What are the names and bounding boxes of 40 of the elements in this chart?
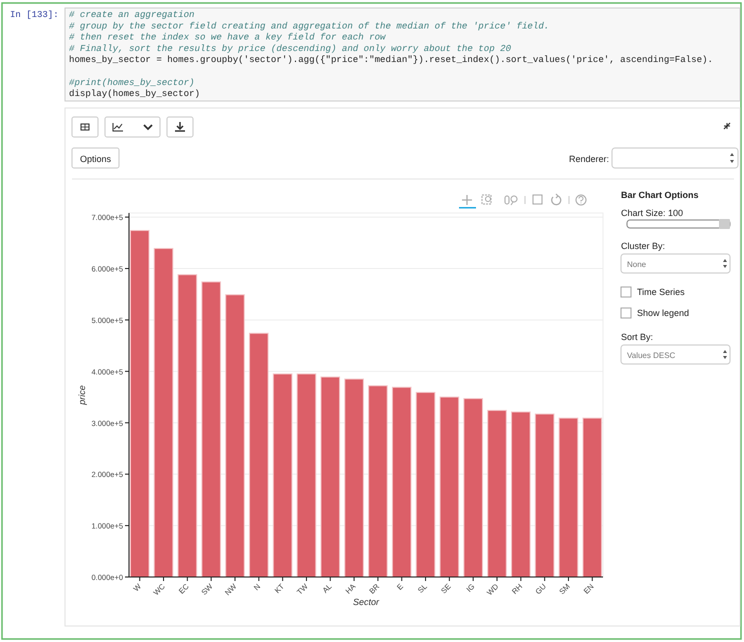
text: #print(homes_by_sector) [69,76,195,88]
y-axis-title: price [77,385,87,406]
bar [463,398,483,578]
text: In [133]: [10,10,59,20]
text: Cluster By: [621,241,666,251]
bar [416,392,436,578]
bar [368,385,388,578]
bar [320,376,340,578]
bar [511,411,531,578]
text: Options [80,154,112,164]
text: # create an aggregation [69,9,195,20]
text: Bar Chart Options [621,190,699,200]
text: display(homes_by_sector) [69,88,200,100]
bar [558,418,578,578]
text: Renderer: [568,154,609,164]
bar [201,281,221,578]
text: # Finally, sort the results by price (descending) and only worry about the top 20 [69,42,512,54]
bar [249,332,269,578]
bar [582,418,602,578]
bar [392,386,412,578]
bar [272,373,292,578]
text: Show legend [637,308,690,318]
text: homes_by_sector = homes.groupby('sector').agg({"price":"median"}).reset_index().sort_values('price', ascending=False). [69,54,713,66]
bar [534,414,554,578]
text: # then reset the index so we have a key field for each row [69,32,386,43]
bar [154,248,174,578]
text: # group by the sector field creating and aggregation of the median of the 'price' field. [69,20,550,32]
text: Values DESC [627,351,676,360]
x-axis-title: Sector [352,597,380,607]
text: None [627,260,647,269]
bar [296,373,316,578]
bar [225,294,245,578]
text: Time Series [637,287,686,297]
bar [440,396,460,578]
bar [344,378,364,578]
bar [130,230,150,578]
text: Sort By: [621,332,654,342]
text: Chart Size: 100 [621,208,684,218]
bar [487,410,507,578]
bar [178,274,198,578]
